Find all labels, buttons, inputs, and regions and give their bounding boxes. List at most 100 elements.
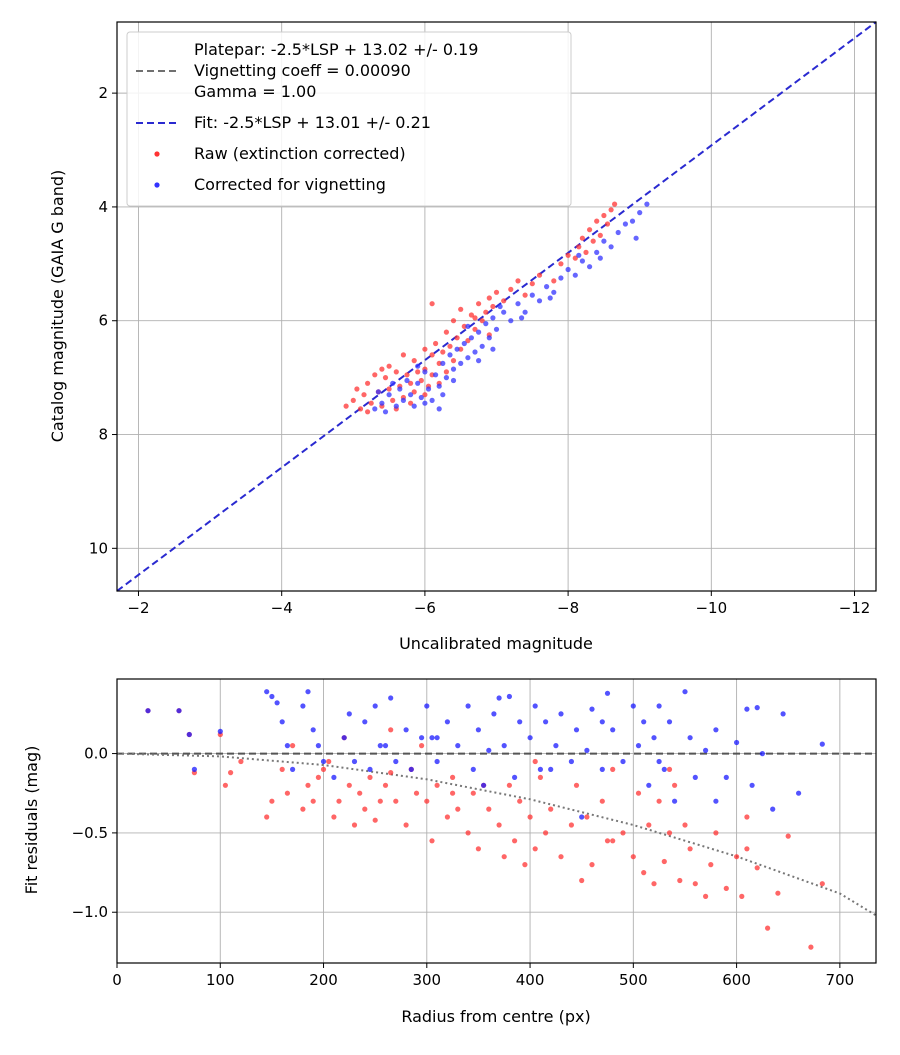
bottom-corrected-point — [320, 758, 327, 765]
top-corrected-point — [468, 335, 474, 341]
bottom-corrected-point — [682, 689, 688, 695]
top-raw-point — [429, 301, 435, 307]
top-corrected-point — [622, 221, 629, 227]
bottom-raw-point — [599, 798, 605, 804]
legend: Platepar: -2.5*LSP + 13.02 +/- 0.19 Vigne… — [126, 31, 572, 207]
top-corrected-point — [565, 266, 571, 273]
bottom-corrected-point — [372, 703, 378, 709]
bottom-raw-point — [819, 881, 825, 887]
bottom-corrected-point — [388, 695, 394, 701]
bottom-corrected-point — [672, 798, 678, 804]
top-raw-point — [386, 386, 392, 392]
bottom-corrected-point — [651, 735, 657, 741]
top-raw-point — [379, 366, 385, 372]
top-corrected-point — [633, 235, 639, 241]
bottom-plot: 0 100 200 300 400 500 600 700 0.0 −0.5 −1.0 Radius… — [22, 678, 877, 1026]
top-corrected-point — [433, 372, 439, 378]
bottom-raw-point — [434, 782, 440, 788]
bottom-raw-point — [357, 790, 363, 796]
bottom-raw-point — [455, 806, 461, 812]
top-raw-point — [522, 292, 528, 298]
top-corrected-point — [493, 326, 500, 332]
bottom-raw-point — [537, 774, 544, 781]
top-x-tick-label: −4 — [271, 599, 293, 617]
bottom-corrected-point — [496, 695, 502, 701]
top-corrected-point — [429, 397, 435, 403]
top-corrected-point — [372, 406, 378, 412]
bottom-raw-point — [573, 782, 580, 788]
bottom-raw-point — [320, 766, 327, 773]
top-raw-point — [565, 252, 571, 258]
bottom-raw-point — [808, 944, 814, 950]
bottom-corrected-point — [532, 703, 538, 709]
bottom-raw-point — [568, 822, 575, 828]
bottom-raw-point — [501, 854, 507, 860]
top-corrected-point — [404, 377, 410, 384]
bottom-corrected-point — [656, 758, 662, 765]
bottom-corrected-point — [274, 700, 280, 706]
top-corrected-point — [472, 349, 478, 355]
bottom-raw-point — [222, 782, 228, 788]
bottom-corrected-point — [429, 735, 435, 741]
top-corrected-point — [519, 315, 525, 321]
top-corrected-point — [436, 383, 442, 389]
bottom-corrected-point — [796, 790, 802, 796]
bottom-corrected-point — [713, 727, 719, 733]
bottom-raw-point — [377, 798, 383, 804]
bottom-raw-point — [703, 893, 709, 900]
top-y-tick-label: 4 — [98, 198, 108, 216]
bottom-corrected-point — [687, 735, 693, 741]
bottom-raw-point — [238, 758, 244, 765]
top-raw-point — [418, 377, 424, 384]
top-raw-point — [579, 235, 586, 241]
legend-box — [126, 31, 572, 207]
bottom-raw-point — [734, 854, 740, 860]
top-corrected-point — [418, 394, 424, 401]
bottom-x-tick-label: 100 — [206, 971, 235, 989]
top-corrected-point — [390, 380, 396, 386]
top-raw-point — [465, 338, 471, 344]
top-plot: −2 −4 −6 −8 −10 −12 2 4 6 8 10 Uncalibrated magnit… — [48, 21, 877, 653]
top-corrected-point — [497, 303, 503, 310]
bottom-raw-point — [279, 766, 285, 773]
bottom-corrected-point — [548, 766, 554, 773]
bottom-raw-point — [579, 877, 585, 884]
bottom-corrected-point — [553, 743, 559, 749]
bottom-raw-point — [290, 743, 296, 749]
bottom-raw-point — [543, 830, 549, 836]
top-raw-point — [472, 326, 478, 332]
top-corrected-point — [479, 343, 485, 349]
bottom-corrected-point — [362, 719, 368, 725]
top-raw-point — [361, 392, 367, 398]
bottom-raw-point — [424, 798, 430, 804]
bottom-raw-point — [708, 862, 714, 868]
top-corrected-point — [400, 397, 406, 403]
bottom-raw-point — [532, 758, 538, 765]
bottom-raw-point — [305, 782, 311, 788]
top-corrected-point — [515, 301, 521, 307]
bottom-raw-point — [372, 817, 378, 823]
top-corrected-point — [450, 366, 457, 372]
top-corrected-point — [551, 289, 557, 295]
bottom-corrected-point — [455, 743, 461, 749]
bottom-raw-point — [310, 798, 316, 804]
top-raw-point — [400, 352, 406, 358]
top-raw-point — [343, 403, 349, 409]
top-raw-point — [587, 227, 593, 233]
top-raw-point — [601, 212, 607, 219]
bottom-corrected-point — [424, 703, 430, 709]
bottom-raw-point — [351, 822, 358, 828]
bottom-raw-point — [522, 862, 528, 868]
top-corrected-point — [490, 315, 496, 321]
top-raw-point — [508, 286, 514, 292]
top-raw-point — [529, 281, 535, 287]
bottom-corrected-point — [604, 690, 611, 696]
top-corrected-point — [629, 218, 636, 224]
top-corrected-point — [386, 392, 392, 398]
bottom-scatter-points — [145, 689, 825, 950]
top-corrected-point — [486, 335, 492, 341]
bottom-corrected-point — [579, 814, 585, 820]
bottom-raw-point — [403, 822, 409, 828]
bottom-raw-point — [470, 790, 476, 796]
